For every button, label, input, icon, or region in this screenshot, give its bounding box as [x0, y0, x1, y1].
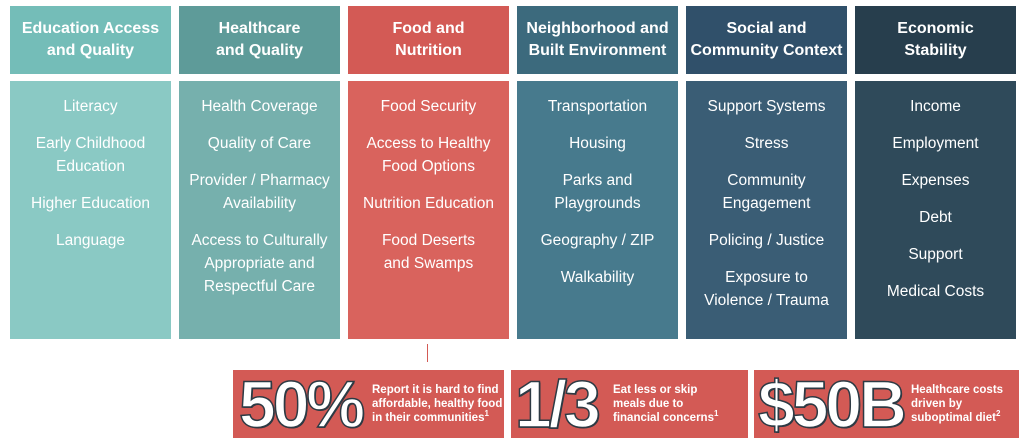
- determinant-item: Expenses: [901, 172, 970, 189]
- column-healthcare: Healthcare and Quality Health Coverage Qual…: [179, 6, 340, 339]
- column-social: Social and Community Context Support Syste…: [686, 6, 847, 339]
- column-title-line: and Quality: [46, 42, 135, 59]
- stat-50-billion: $50B Healthcare costs driven by suboptim…: [754, 370, 1019, 438]
- determinant-item: Language: [56, 232, 125, 249]
- determinant-item: Support Systems: [707, 98, 826, 115]
- determinant-item: Food Deserts and Swamps: [381, 232, 476, 272]
- column-header: Healthcare and Quality: [179, 6, 340, 74]
- determinant-item: Transportation: [547, 98, 648, 115]
- determinant-item: Community Engagement: [722, 172, 811, 212]
- column-title-line: Neighborhood and: [526, 20, 669, 37]
- determinant-item: Walkability: [560, 269, 635, 286]
- column-title-line: Community Context: [690, 42, 843, 59]
- column-body: Income Employment Expenses Debt Support Medic…: [855, 81, 1016, 339]
- determinant-item: Higher Education: [31, 195, 150, 212]
- determinant-item: Provider / Pharmacy Availability: [189, 172, 330, 212]
- stat-one-third: 1/3 Eat less or skip meals due to financ…: [511, 370, 748, 438]
- column-education: Education Access and Quality Literacy Early…: [10, 6, 171, 339]
- determinant-item: Parks and Playgrounds: [554, 172, 641, 212]
- column-header: Economic Stability: [855, 6, 1016, 74]
- determinant-item: Policing / Justice: [708, 232, 825, 249]
- column-title-line: Education Access: [21, 20, 160, 37]
- stat-description: Report it is hard to find affordable, he…: [372, 384, 503, 424]
- determinant-item: Support: [908, 246, 963, 263]
- stat-description: Healthcare costs driven by suboptimal di…: [911, 384, 1004, 424]
- column-economic: Economic Stability Income Employment Expense…: [855, 6, 1016, 339]
- determinant-item: Stress: [744, 135, 789, 152]
- determinant-item: Food Security: [380, 98, 477, 115]
- determinant-item: Literacy: [63, 98, 118, 115]
- column-title-line: Economic: [897, 20, 974, 37]
- column-body: Literacy Early Childhood Education Higher …: [10, 81, 171, 339]
- determinant-item: Medical Costs: [886, 283, 985, 300]
- column-header: Food and Nutrition: [348, 6, 509, 74]
- column-body: Transportation Housing Parks and Playgroun…: [517, 81, 678, 339]
- determinant-item: Access to Healthy Food Options: [366, 135, 491, 175]
- column-title-line: Healthcare: [218, 20, 301, 37]
- column-header: Neighborhood and Built Environment: [517, 6, 678, 74]
- determinant-item: Early Childhood Education: [35, 135, 146, 175]
- column-body: Health Coverage Quality of Care Provider /…: [179, 81, 340, 339]
- determinant-item: Geography / ZIP: [540, 232, 655, 249]
- column-neighborhood: Neighborhood and Built Environment Transpo…: [517, 6, 678, 339]
- determinant-item: Debt: [919, 209, 952, 226]
- food-stat-connector-line: [427, 344, 428, 362]
- column-title-line: Social and: [726, 20, 807, 37]
- stat-description: Eat less or skip meals due to financial …: [613, 384, 719, 424]
- column-title-line: and Quality: [215, 42, 304, 59]
- stat-50-percent: 50% Report it is hard to find affordable…: [233, 370, 504, 438]
- column-title-line: Built Environment: [528, 42, 667, 59]
- determinant-item: Health Coverage: [201, 98, 318, 115]
- determinant-item: Quality of Care: [207, 135, 312, 152]
- column-title-line: Food and: [392, 20, 465, 37]
- determinant-item: Nutrition Education: [363, 195, 494, 212]
- determinant-item: Employment: [892, 135, 979, 152]
- column-header: Social and Community Context: [686, 6, 847, 74]
- column-header: Education Access and Quality: [10, 6, 171, 74]
- determinant-item: Access to Culturally Appropriate and Res…: [191, 232, 328, 295]
- column-title-line: Nutrition: [395, 42, 462, 59]
- stat-value: 50%: [238, 370, 366, 438]
- determinant-item: Housing: [569, 135, 626, 152]
- determinant-item: Income: [910, 98, 961, 115]
- column-body: Support Systems Stress Community Engagemen…: [686, 81, 847, 339]
- column-title-line: Stability: [904, 42, 967, 59]
- column-food: Food and Nutrition Food Security Access to …: [348, 6, 509, 339]
- column-body: Food Security Access to Healthy Food Opti…: [348, 81, 509, 339]
- stat-value: 1/3: [514, 370, 601, 438]
- stat-value: $50B: [757, 370, 907, 438]
- determinant-item: Exposure to Violence / Trauma: [704, 269, 829, 309]
